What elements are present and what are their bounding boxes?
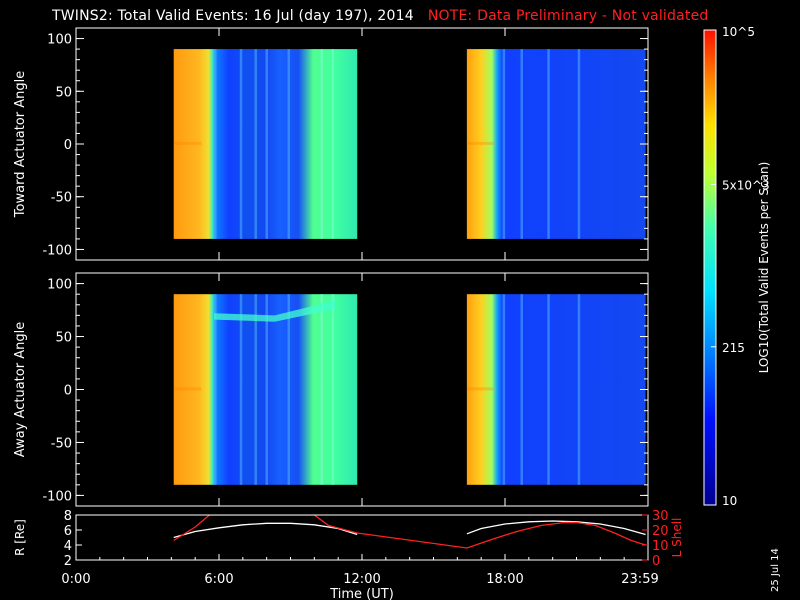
data-streak [265,294,268,485]
data-streak [502,49,506,239]
y-axis-label-right: L Shell [670,518,684,558]
y-tick-label: 4 [64,539,72,554]
y-tick-label: 0 [64,384,72,399]
preliminary-note: NOTE: Data Preliminary - Not validated [427,8,709,24]
data-streak [547,294,550,485]
date-stamp: 25 Jul 14 [770,548,781,592]
data-streak [520,49,523,239]
heatmap-panel-1: 100 50 0 -50 -100 Toward Actuator Angle [13,27,649,261]
y-tick-label: 2 [64,554,72,569]
data-band [173,387,202,391]
data-block-2 [466,49,646,239]
data-block-2 [466,294,646,485]
y-tick-label: -100 [42,243,72,258]
y-tick-label: -50 [51,436,72,451]
data-band [466,387,494,391]
data-streak [520,294,523,485]
colorbar-label: LOG10(Total Valid Events per Scan) [757,162,771,374]
data-streak [214,294,217,485]
y-tick-label: 50 [55,85,72,100]
colorbar-tick-label: 5x10^3 [722,178,770,192]
colorbar-tick-label: 10^5 [722,25,755,39]
data-streak [239,49,243,239]
colorbar-tick-label: 215 [722,341,745,355]
data-streak [577,294,581,485]
data-band [173,141,202,145]
series-line-r [466,520,646,536]
y-tick-label: -100 [42,489,72,504]
series-line-r [173,522,358,539]
data-streak [214,49,217,239]
x-tick-label: 0:00 [61,572,90,587]
y-tick-label-right: 20 [652,524,669,539]
x-tick-label: 23:59 [621,572,658,587]
y-axis-label-left: R [Re] [13,519,27,556]
y-axis-label: Away Actuator Angle [13,322,28,457]
data-streak [265,49,268,239]
colorbar-tick-label: 10 [722,494,737,508]
page-title: TWINS2: Total Valid Events: 16 Jul (day … [52,8,708,24]
y-tick-label: 6 [64,524,72,539]
y-tick-label: 100 [47,33,72,48]
data-band-bright [214,300,336,322]
x-tick-label: 6:00 [204,572,233,587]
colorbar-gradient [704,30,716,505]
data-streak [320,49,324,239]
data-streak [331,294,335,485]
x-tick-label: 18:00 [486,572,523,587]
x-tick-label: 12:00 [343,572,380,587]
x-axis-label: Time (UT) [329,587,394,600]
y-tick-label: 0 [64,138,72,153]
y-axis-label: Toward Actuator Angle [13,71,28,218]
data-streak [320,294,324,485]
colorbar-frame [703,29,717,506]
heatmap-panel-2: 100 50 0 -50 -100 Away Actuator Angle [13,272,649,507]
y-tick-label: 8 [64,509,72,524]
y-tick-label-right: 30 [652,509,669,524]
data-streak [547,49,550,239]
data-streak [577,49,581,239]
y-tick-label: 100 [47,278,72,293]
y-tick-label-right: 0 [652,554,660,569]
data-streak [287,294,290,485]
data-streak [254,294,257,485]
data-streak [254,49,257,239]
title-text: TWINS2: Total Valid Events: 16 Jul (day … [52,8,414,24]
data-streak [331,49,335,239]
colorbar: 10^5 5x10^3 215 10 LOG10(Total Valid Events … [703,25,771,508]
data-streak [502,294,506,485]
data-streak [239,294,243,485]
y-tick-label: 50 [55,331,72,346]
data-band [466,141,494,145]
series-line-lshell [173,515,646,549]
y-tick-label-right: 10 [652,539,669,554]
y-tick-label: -50 [51,191,72,206]
data-streak [287,49,290,239]
